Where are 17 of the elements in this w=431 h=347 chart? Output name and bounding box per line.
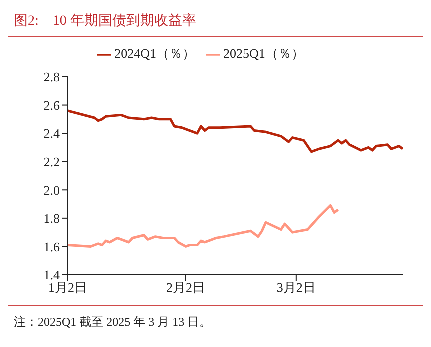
y-tick-label: 1.8 <box>44 211 60 226</box>
y-tick-label: 2.4 <box>44 126 60 142</box>
y-tick-label: 2.0 <box>44 182 60 198</box>
x-tick-label: 1月2日 <box>48 280 88 296</box>
text: 注：2025Q1 截至 2025 年 3 月 13 日。 <box>14 314 213 331</box>
line-series <box>68 204 340 248</box>
y-tick-label: 1.6 <box>44 239 60 254</box>
line-series <box>68 110 403 154</box>
legend-label: 2025Q1（％） <box>224 46 304 61</box>
y-tick-label: 2.2 <box>44 154 60 170</box>
y-tick-label: 2.6 <box>44 98 60 113</box>
legend-label: 2024Q1（％） <box>114 46 196 61</box>
y-tick-label: 2.8 <box>44 70 60 85</box>
y-tick-label: 1.4 <box>44 268 60 283</box>
x-tick-label: 3月2日 <box>276 280 316 296</box>
chart-title: 图2: 10 年期国债到期收益率 <box>8 8 423 37</box>
x-tick-label: 2月2日 <box>166 280 206 296</box>
